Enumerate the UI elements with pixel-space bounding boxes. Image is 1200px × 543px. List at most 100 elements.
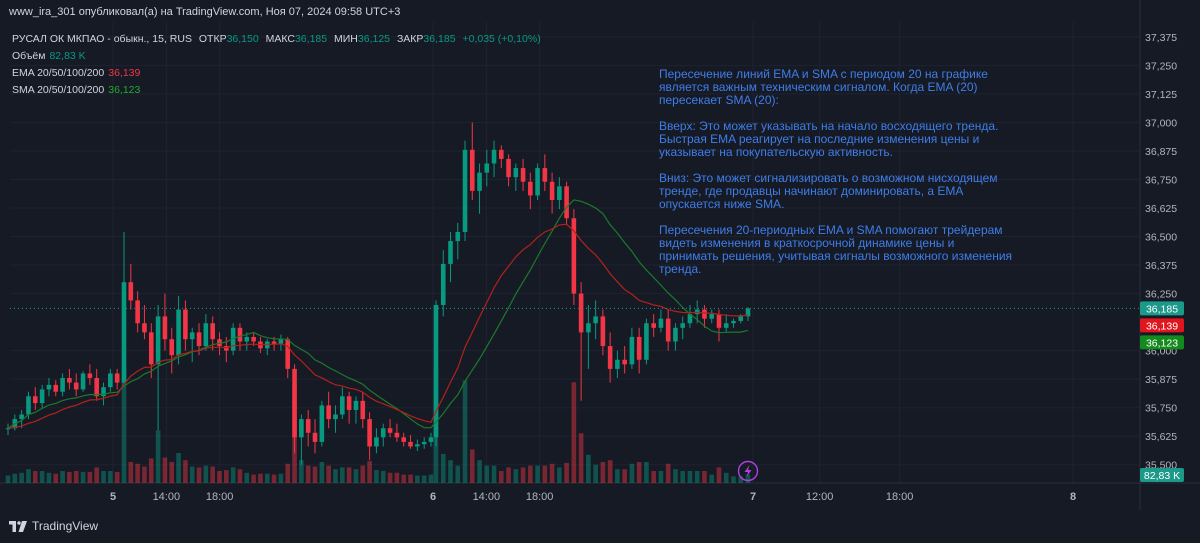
ohlc-legend: РУСАЛ ОК МКПАО - обыкн., 15, RUS ОТКР36,… <box>12 33 541 45</box>
volume-bar <box>469 449 475 483</box>
volume-bar <box>32 471 38 483</box>
volume-bar <box>264 473 270 483</box>
volume-bar <box>440 453 446 483</box>
volume-bar <box>319 462 325 483</box>
candle-body <box>292 368 297 438</box>
candle-body <box>101 387 106 397</box>
low-value: 36,125 <box>357 33 391 45</box>
candle-body <box>477 172 482 191</box>
volume-bar <box>169 462 175 483</box>
candle-body <box>484 163 490 173</box>
footer: TradingView <box>9 519 98 533</box>
time-axis[interactable]: 5 14:00 18:00 6 14:00 18:00 7 12:00 18:00 8 <box>110 491 1076 503</box>
candle-body <box>183 309 188 340</box>
symbol-name[interactable]: РУСАЛ ОК МКПАО - обыкн., 15, RUS <box>12 33 192 45</box>
volume-bar <box>278 473 284 483</box>
price-tick-label: 36,750 <box>1145 174 1177 186</box>
candle-body <box>189 332 195 340</box>
candle-body <box>499 149 504 159</box>
close-value: 36,185 <box>423 33 456 45</box>
last-price-tag: 36,185 <box>1146 303 1178 315</box>
candle-body <box>374 437 379 447</box>
volume-bar <box>142 466 147 483</box>
sma-legend[interactable]: SMA 20/50/100/200 36,123 <box>12 84 141 96</box>
volume-tag: 82,83 K <box>1144 470 1180 482</box>
volume-bar <box>448 460 453 483</box>
candle-body <box>114 373 120 383</box>
candle-body <box>557 186 562 201</box>
candle-body <box>73 382 79 390</box>
publish-header: www_ira_301 опубликовал(а) на TradingVie… <box>9 6 401 18</box>
volume-bar <box>636 462 642 483</box>
annotation-paragraph: Пересечение линий EMA и SMA с периодом 2… <box>659 67 988 107</box>
candle-body <box>513 168 519 178</box>
candle-body <box>491 149 497 164</box>
candle-body <box>408 441 413 447</box>
candle-body <box>87 373 93 379</box>
volume-legend[interactable]: Объём 82,83 K <box>12 50 86 62</box>
time-tick-label: 18:00 <box>886 491 914 503</box>
price-tick-label: 36,875 <box>1145 146 1177 158</box>
time-tick-label: 6 <box>430 491 436 503</box>
candle-body <box>19 414 24 420</box>
volume-bar <box>716 467 722 483</box>
candle-body <box>421 441 427 445</box>
volume-bar <box>680 471 685 483</box>
candle-body <box>360 400 366 420</box>
volume-bar <box>644 462 649 483</box>
open-value: 36,150 <box>226 33 259 45</box>
candle-body <box>644 323 649 360</box>
candle-body <box>60 378 65 392</box>
ema-legend[interactable]: EMA 20/50/100/200 36,139 <box>12 67 141 79</box>
volume-bar <box>121 368 127 483</box>
volume-bar <box>535 465 540 483</box>
volume-bar <box>217 471 222 483</box>
candle-body <box>135 300 140 324</box>
ema-tag: 36,139 <box>1146 320 1178 332</box>
candle-body <box>380 428 386 438</box>
time-tick-label: 5 <box>110 491 116 503</box>
candle-body <box>271 341 277 344</box>
volume-bar <box>251 474 256 483</box>
volume-bar <box>607 460 613 483</box>
volume-bar <box>183 460 188 483</box>
candle-body <box>5 428 11 430</box>
volume-bar <box>258 473 263 483</box>
candle-body <box>469 149 475 191</box>
candle-body <box>542 168 548 182</box>
candle-body <box>264 341 270 349</box>
volume-bar <box>738 476 744 483</box>
volume-bar <box>455 465 461 483</box>
volume-bar <box>394 472 400 483</box>
annotation-paragraph: Пересечения 20-периодных EMA и SMA помог… <box>659 223 1013 276</box>
candle-body <box>305 419 311 433</box>
candle-body <box>237 327 243 342</box>
time-tick-label: 18:00 <box>526 491 554 503</box>
volume-bar <box>326 465 331 483</box>
candle-body <box>224 346 229 351</box>
volume-bar <box>128 462 134 483</box>
volume-bar <box>542 465 548 483</box>
price-axis[interactable]: 37,375 37,250 37,125 37,000 36,875 36,750 36,6… <box>1145 32 1177 472</box>
candle-body <box>80 373 86 390</box>
candle-body <box>53 384 59 392</box>
candle-body <box>600 316 606 347</box>
volume-value: 82,83 K <box>49 50 86 62</box>
price-tick-label: 35,750 <box>1145 403 1177 415</box>
annotation-paragraph: Вниз: Это может сигнализировать о возмож… <box>659 171 998 211</box>
candle-body <box>326 405 331 420</box>
volume-bar <box>340 467 345 483</box>
candle-body <box>440 263 446 305</box>
ema-value: 36,139 <box>108 67 141 79</box>
lightning-icon[interactable] <box>737 460 759 482</box>
annotation-paragraph: Вверх: Это может указывать на начало вос… <box>659 119 999 159</box>
candle-body <box>176 309 181 356</box>
volume-bar <box>658 471 664 483</box>
candles <box>5 122 751 465</box>
volume-bar <box>578 433 584 483</box>
candle-body <box>687 314 693 324</box>
candle-body <box>367 419 372 447</box>
volume-bar <box>12 473 18 483</box>
volume-bar <box>237 469 243 483</box>
